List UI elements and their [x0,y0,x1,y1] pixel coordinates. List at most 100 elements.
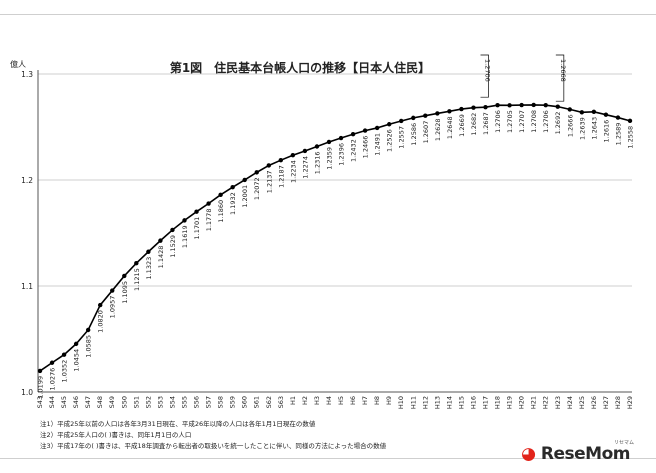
data-point [49,360,55,365]
x-tick-label: S45 [60,396,68,408]
data-label: 1.1701 [193,217,201,240]
x-tick-label: S56 [193,396,201,408]
x-tick-label: H16 [469,396,477,409]
y-tick-label: 1.1 [21,282,33,291]
data-label: 1.2616 [602,120,610,143]
data-point [242,177,247,183]
resemom-logo: ◕ ReseMom [521,444,630,464]
x-tick-label: H17 [482,396,490,409]
x-tick-label: S51 [132,396,140,408]
x-tick-label: S60 [241,396,249,408]
data-label: 1.2491 [374,133,382,156]
data-point [146,249,151,254]
data-label: 1.1095 [121,281,129,304]
data-point [543,102,548,108]
data-label: 1.1778 [205,209,213,232]
data-label: 1.2586 [410,123,418,146]
data-point [591,109,597,115]
x-tick-label: H15 [457,396,465,409]
data-point [495,102,500,108]
data-point [399,118,404,124]
logo-text: ReseMom [540,444,631,464]
x-tick-label: S48 [96,396,104,408]
x-tick-label: H22 [542,396,550,409]
data-point [182,218,187,223]
data-label: 1.2648 [446,116,454,139]
x-tick-label: H26 [590,396,598,409]
annotation-label: 1.2706 [484,59,492,82]
logo-mark-icon: ◕ [521,444,536,464]
data-point [483,104,488,110]
footnote: 注1）平成25年以前の人口は各年3月31日現在、平成26年以降の人口は各年1月1… [40,419,316,428]
data-point [326,139,332,145]
data-point [218,192,223,198]
data-point [627,118,633,124]
data-label: 1.2589 [614,123,622,146]
data-point [423,113,428,118]
y-axis-label: 億人 [10,59,26,69]
x-tick-label: S50 [120,396,128,408]
data-point [122,273,127,279]
x-tick-label: H18 [494,396,502,409]
data-point [134,261,139,266]
data-label: 1.0585 [85,335,93,358]
data-label: 1.1619 [181,225,189,248]
data-point [459,106,464,112]
data-point [362,128,368,133]
data-point [98,302,103,308]
data-point [555,104,560,109]
data-point [567,107,572,112]
data-point [519,102,524,108]
top-border [0,14,656,15]
data-point [206,201,211,206]
x-tick-label: S53 [156,396,164,408]
data-point [579,110,585,115]
x-tick-label: H9 [385,396,393,405]
data-label: 1.1323 [145,257,153,280]
data-label: 1.2628 [434,118,442,141]
data-point [350,132,356,137]
data-point [73,341,79,347]
data-label: 1.2687 [482,112,490,135]
data-label: 1.2705 [506,110,514,133]
data-point [85,327,91,333]
data-label: 1.2137 [265,170,273,193]
data-point [170,227,175,233]
data-point [230,185,235,190]
x-tick-label: H11 [409,396,417,409]
x-tick-label: H1 [289,396,297,405]
x-tick-label: H5 [337,396,345,405]
x-tick-label: S61 [253,396,261,408]
x-tick-label: H8 [373,396,381,405]
x-tick-label: S62 [265,396,273,408]
data-label: 1.2669 [458,114,466,137]
data-label: 1.2666 [566,114,574,137]
data-point [615,115,621,120]
data-point [61,352,67,357]
x-tick-label: S49 [108,396,116,408]
data-point [507,103,512,108]
x-tick-label: S46 [72,396,80,408]
x-tick-label: H21 [530,396,538,409]
data-point [110,288,115,293]
data-label: 1.0352 [61,360,69,383]
x-tick-label: H2 [301,396,309,405]
data-label: 1.2692 [554,112,562,135]
data-label: 1.2639 [578,117,586,140]
data-label: 1.2682 [470,113,478,136]
data-label: 1.1215 [133,268,141,291]
x-tick-label: S52 [144,396,152,408]
data-label: 1.2526 [386,129,394,152]
x-tick-label: H3 [313,396,321,405]
x-tick-label: H25 [578,396,586,409]
bottom-border [0,458,656,459]
data-label: 1.2707 [518,110,526,133]
data-label: 1.2708 [530,110,538,133]
annotation-label: 1.2668 [559,59,567,82]
data-point [338,135,344,141]
data-label: 1.2706 [494,110,502,133]
data-label: 1.0454 [73,349,81,372]
x-tick-label: H13 [433,396,441,409]
